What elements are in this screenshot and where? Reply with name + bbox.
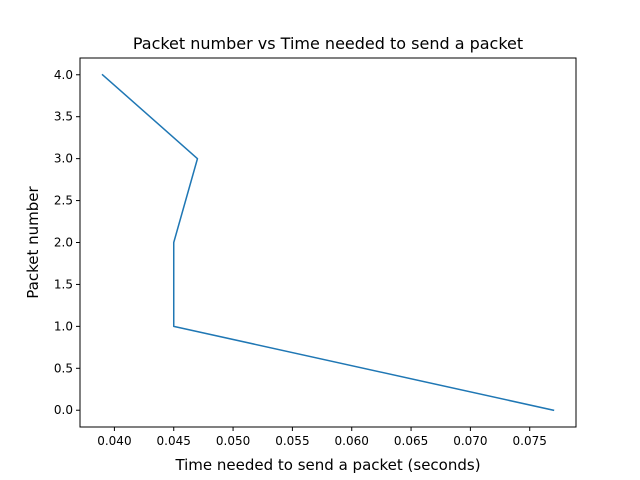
x-tick-label: 0.065 <box>394 434 428 448</box>
plot-area <box>79 57 577 428</box>
x-tick-label: 0.045 <box>157 434 191 448</box>
plot-frame <box>79 57 577 428</box>
x-tick-label: 0.050 <box>216 434 250 448</box>
y-tick-label: 0.5 <box>54 361 73 375</box>
x-tick-label: 0.040 <box>97 434 131 448</box>
x-tick-label: 0.075 <box>513 434 547 448</box>
x-tick-label: 0.060 <box>335 434 369 448</box>
series-layer <box>101 73 555 412</box>
y-axis-label: Packet number <box>24 185 42 298</box>
series-line <box>101 73 555 412</box>
y-axis: 0.0 0.5 1.0 1.5 2.0 2.5 3.0 3.5 4.0 <box>54 68 80 417</box>
x-tick-label: 0.070 <box>453 434 487 448</box>
y-tick-label: 4.0 <box>54 68 73 82</box>
y-tick-label: 1.0 <box>54 319 73 333</box>
chart-title: Packet number vs Time needed to send a p… <box>133 34 523 53</box>
y-tick-label: 2.0 <box>54 236 73 250</box>
y-tick-label: 2.5 <box>54 194 73 208</box>
y-tick-label: 3.5 <box>54 110 73 124</box>
y-tick-label: 1.5 <box>54 277 73 291</box>
y-tick-label: 3.0 <box>54 152 73 166</box>
y-tick-label: 0.0 <box>54 403 73 417</box>
x-axis: 0.040 0.045 0.050 0.055 0.060 0.065 0.070 0.075 <box>97 427 547 448</box>
x-tick-label: 0.055 <box>275 434 309 448</box>
x-axis-label: Time needed to send a packet (seconds) <box>174 456 480 474</box>
